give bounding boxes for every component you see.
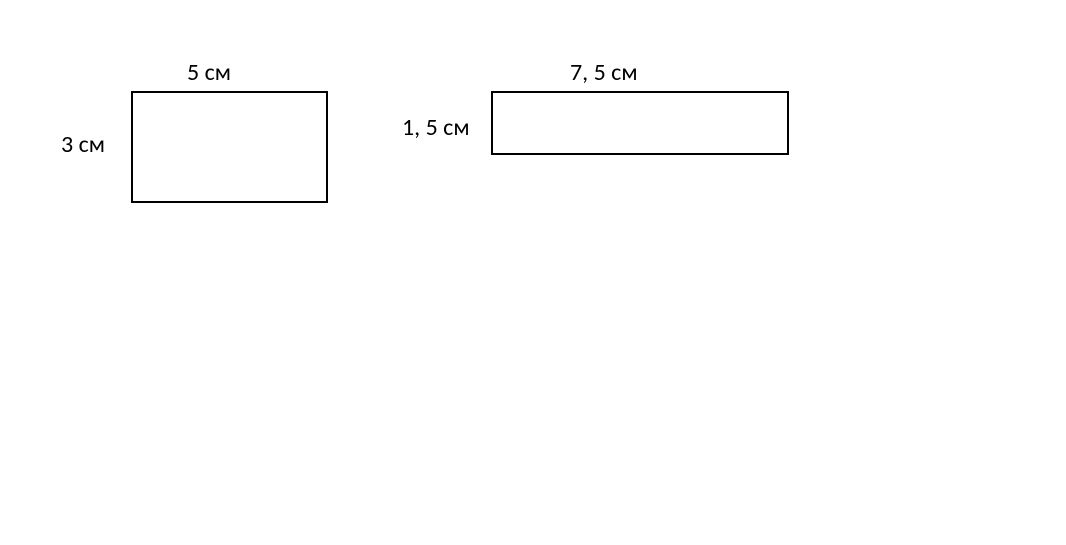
rectangle-right [491,91,789,155]
rectangle-left-height-label: 3 см [61,130,105,159]
rectangle-left [131,91,328,203]
rectangle-right-width-label: 7, 5 см [570,58,638,87]
rectangle-right-height-label: 1, 5 см [402,113,470,142]
rectangle-left-width-label: 5 см [187,58,231,87]
diagram-canvas: 5 см 3 см 7, 5 см 1, 5 см [0,0,1066,545]
